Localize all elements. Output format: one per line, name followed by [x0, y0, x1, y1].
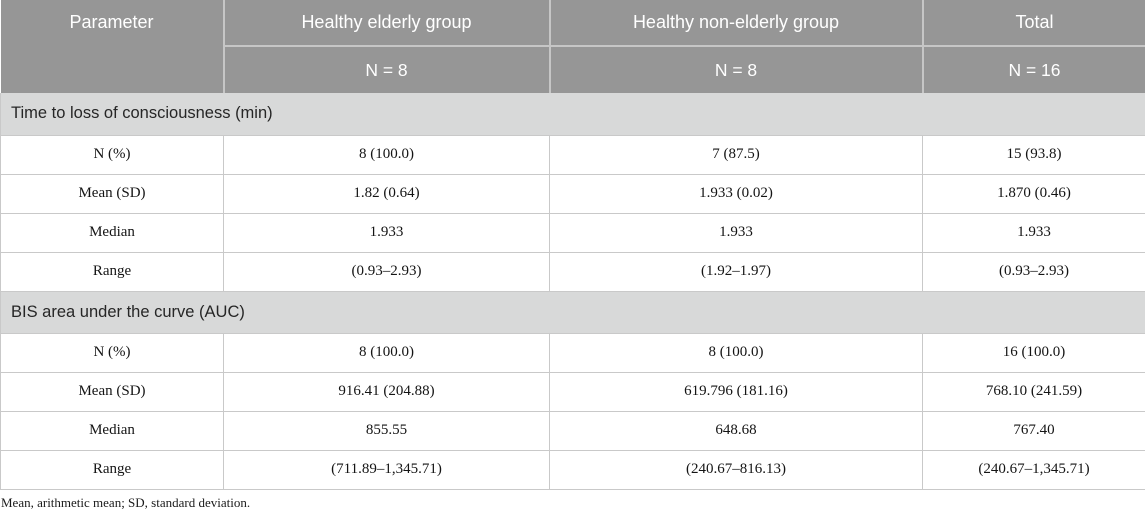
cell-value: (240.67–816.13): [550, 450, 923, 489]
cell-value: (1.92–1.97): [550, 252, 923, 291]
table-row: Range (0.93–2.93) (1.92–1.97) (0.93–2.93…: [1, 252, 1145, 291]
cell-value: (0.93–2.93): [224, 252, 550, 291]
cell-value: 8 (100.0): [224, 135, 550, 174]
table-header: Parameter Healthy elderly group Healthy …: [1, 0, 1145, 93]
cell-value: 1.82 (0.64): [224, 174, 550, 213]
cell-value: 16 (100.0): [923, 333, 1145, 372]
row-label: N (%): [1, 333, 224, 372]
cell-value: 8 (100.0): [224, 333, 550, 372]
cell-value: 1.933: [224, 213, 550, 252]
table-row: Mean (SD) 1.82 (0.64) 1.933 (0.02) 1.870…: [1, 174, 1145, 213]
row-label: Range: [1, 252, 224, 291]
section-title: BIS area under the curve (AUC): [1, 291, 1145, 333]
cell-value: 7 (87.5): [550, 135, 923, 174]
n-header-healthy-non-elderly: N = 8: [550, 46, 923, 93]
col-header-total: Total: [923, 0, 1145, 46]
cell-value: (240.67–1,345.71): [923, 450, 1145, 489]
cell-value: 15 (93.8): [923, 135, 1145, 174]
cell-value: 1.933 (0.02): [550, 174, 923, 213]
cell-value: 855.55: [224, 411, 550, 450]
row-label: Mean (SD): [1, 372, 224, 411]
row-label: Mean (SD): [1, 174, 224, 213]
row-label: N (%): [1, 135, 224, 174]
row-label: Median: [1, 213, 224, 252]
cell-value: 1.870 (0.46): [923, 174, 1145, 213]
col-header-parameter: Parameter: [1, 0, 224, 93]
table-row: Median 1.933 1.933 1.933: [1, 213, 1145, 252]
table-row: N (%) 8 (100.0) 7 (87.5) 15 (93.8): [1, 135, 1145, 174]
table-row: Range (711.89–1,345.71) (240.67–816.13) …: [1, 450, 1145, 489]
cell-value: (711.89–1,345.71): [224, 450, 550, 489]
table-row: N (%) 8 (100.0) 8 (100.0) 16 (100.0): [1, 333, 1145, 372]
cell-value: 1.933: [923, 213, 1145, 252]
table-body: Time to loss of consciousness (min) N (%…: [1, 93, 1145, 489]
row-label: Range: [1, 450, 224, 489]
header-row-groups: Parameter Healthy elderly group Healthy …: [1, 0, 1145, 46]
table-row: Mean (SD) 916.41 (204.88) 619.796 (181.1…: [1, 372, 1145, 411]
cell-value: 768.10 (241.59): [923, 372, 1145, 411]
section-row-time-to-loc: Time to loss of consciousness (min): [1, 93, 1145, 135]
section-row-bis-auc: BIS area under the curve (AUC): [1, 291, 1145, 333]
n-header-total: N = 16: [923, 46, 1145, 93]
cell-value: 8 (100.0): [550, 333, 923, 372]
table-footnote: Mean, arithmetic mean; SD, standard devi…: [1, 495, 1145, 511]
cell-value: 1.933: [550, 213, 923, 252]
table-row: Median 855.55 648.68 767.40: [1, 411, 1145, 450]
cell-value: 619.796 (181.16): [550, 372, 923, 411]
col-header-healthy-non-elderly: Healthy non-elderly group: [550, 0, 923, 46]
cell-value: 916.41 (204.88): [224, 372, 550, 411]
cell-value: 767.40: [923, 411, 1145, 450]
summary-table: Parameter Healthy elderly group Healthy …: [0, 0, 1145, 490]
n-header-healthy-elderly: N = 8: [224, 46, 550, 93]
cell-value: (0.93–2.93): [923, 252, 1145, 291]
section-title: Time to loss of consciousness (min): [1, 93, 1145, 135]
col-header-healthy-elderly: Healthy elderly group: [224, 0, 550, 46]
row-label: Median: [1, 411, 224, 450]
cell-value: 648.68: [550, 411, 923, 450]
